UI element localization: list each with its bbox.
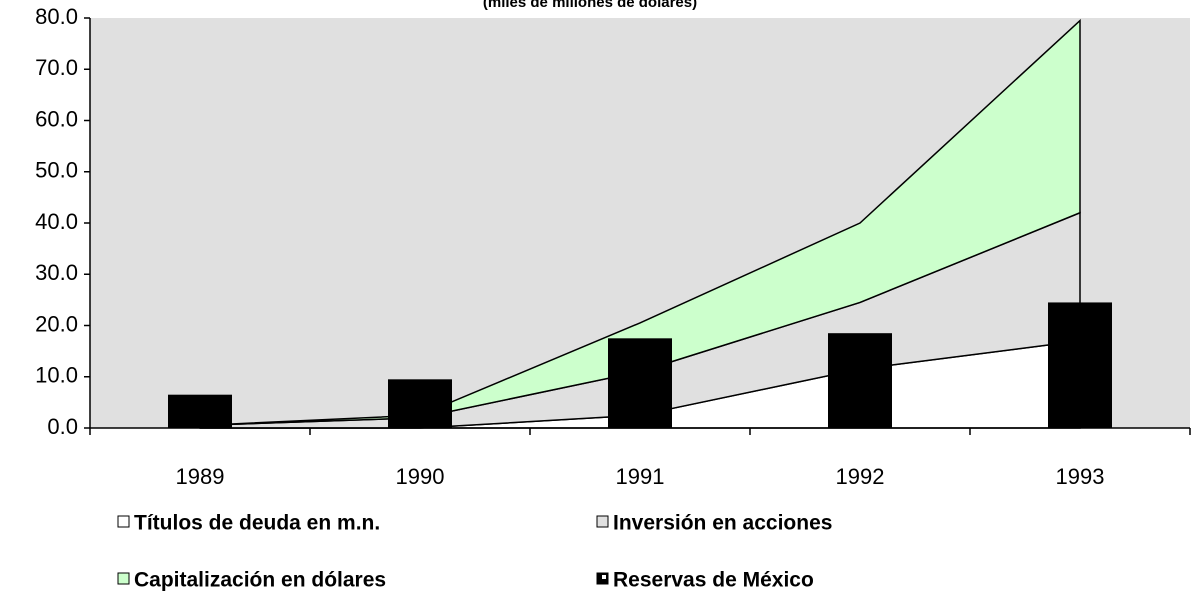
y-tick-label: 30.0 bbox=[35, 260, 78, 285]
y-tick-label: 60.0 bbox=[35, 106, 78, 131]
x-tick-label: 1991 bbox=[616, 464, 665, 489]
legend-label: Capitalización en dólares bbox=[134, 569, 386, 592]
legend-swatch bbox=[596, 515, 609, 528]
x-tick-label: 1993 bbox=[1056, 464, 1105, 489]
legend-swatch-inner bbox=[602, 575, 606, 579]
y-tick-label: 80.0 bbox=[35, 4, 78, 29]
y-tick-label: 50.0 bbox=[35, 158, 78, 183]
y-tick-label: 20.0 bbox=[35, 311, 78, 336]
legend-swatch bbox=[117, 572, 130, 585]
bar bbox=[388, 379, 452, 428]
legend-label: Reservas de México bbox=[613, 569, 814, 592]
bar bbox=[608, 338, 672, 428]
x-tick-label: 1989 bbox=[176, 464, 225, 489]
x-tick-label: 1992 bbox=[836, 464, 885, 489]
y-tick-label: 70.0 bbox=[35, 55, 78, 80]
x-tick-label: 1990 bbox=[396, 464, 445, 489]
y-tick-label: 40.0 bbox=[35, 209, 78, 234]
y-tick-label: 10.0 bbox=[35, 363, 78, 388]
legend-swatch bbox=[117, 515, 130, 528]
legend-label: Títulos de deuda en m.n. bbox=[134, 512, 380, 535]
bar bbox=[828, 333, 892, 428]
legend-label: Inversión en acciones bbox=[613, 512, 832, 535]
y-tick-label: 0.0 bbox=[47, 414, 78, 439]
bar bbox=[168, 394, 232, 428]
chart-title: (miles de millones de dólares) bbox=[483, 0, 697, 11]
bar bbox=[1048, 302, 1112, 428]
